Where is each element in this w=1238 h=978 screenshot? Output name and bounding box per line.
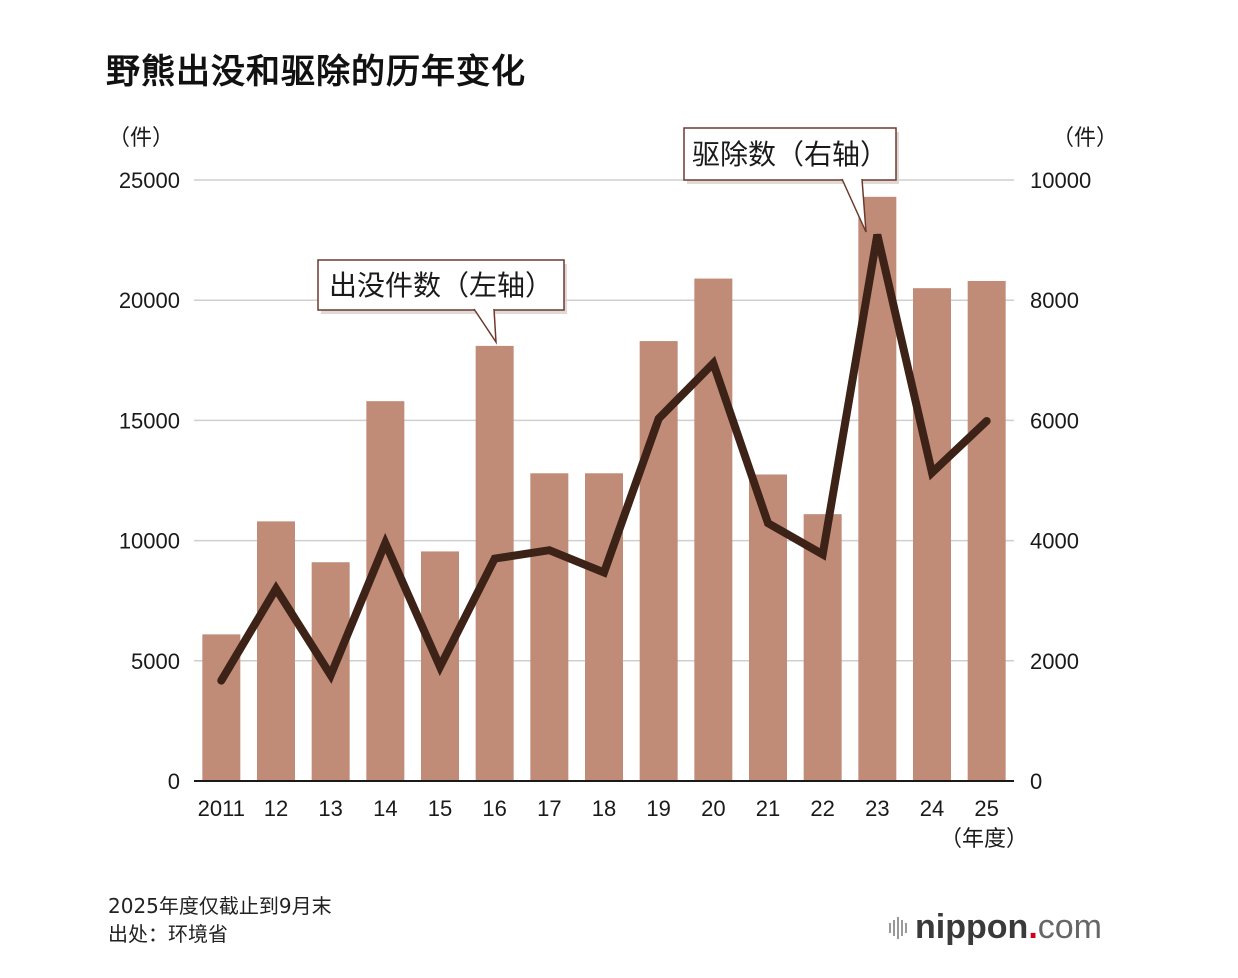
callout-label: 出没件数（左轴） bbox=[329, 270, 553, 301]
line-point bbox=[767, 522, 769, 525]
line-point bbox=[275, 587, 277, 590]
left-tick-label: 15000 bbox=[119, 408, 180, 433]
bar bbox=[530, 473, 569, 781]
x-tick-label: 16 bbox=[482, 796, 506, 821]
x-tick-label: 17 bbox=[537, 796, 561, 821]
x-tick-label: 2011 bbox=[198, 796, 245, 821]
x-tick-label: 13 bbox=[318, 796, 342, 821]
axes: 0 5000 10000 15000 20000 25000 0 2000 4000 6000 80… bbox=[108, 125, 1118, 851]
brand-logo: nippon. com bbox=[889, 908, 1102, 947]
x-tick-label: 21 bbox=[756, 796, 780, 821]
x-tick-label: 24 bbox=[920, 796, 944, 821]
callout-pointer bbox=[841, 178, 867, 233]
x-tick-label: 12 bbox=[264, 796, 288, 821]
brand-dot: . bbox=[1028, 908, 1038, 946]
x-tick-label: 22 bbox=[810, 796, 834, 821]
bar bbox=[366, 401, 405, 781]
line-point bbox=[548, 549, 551, 552]
footnote-source: 出处：环境省 bbox=[108, 922, 228, 946]
bar bbox=[694, 278, 733, 781]
x-axis-unit: （年度） bbox=[940, 826, 1028, 851]
right-tick-label: 6000 bbox=[1030, 408, 1079, 433]
line-point bbox=[493, 557, 496, 560]
x-tick-label: 19 bbox=[646, 796, 670, 821]
bar bbox=[913, 288, 951, 781]
line-point bbox=[985, 420, 988, 423]
line-point bbox=[329, 674, 332, 677]
left-tick-label: 20000 bbox=[119, 288, 180, 313]
x-tick-label: 25 bbox=[974, 796, 998, 821]
brand-suffix: com bbox=[1037, 908, 1102, 946]
chart-title: 野熊出没和驱除的历年变化 bbox=[106, 52, 526, 92]
left-tick-label: 5000 bbox=[131, 649, 180, 674]
line-point bbox=[657, 417, 660, 420]
right-tick-label: 0 bbox=[1030, 769, 1042, 794]
bar bbox=[257, 521, 295, 781]
line-point bbox=[876, 233, 879, 236]
callouts: 出没件数（左轴） 驱除数（右轴） bbox=[317, 127, 899, 345]
line-series bbox=[217, 233, 991, 685]
callout-label: 驱除数（右轴） bbox=[692, 139, 888, 170]
right-tick-label: 4000 bbox=[1030, 529, 1079, 554]
left-tick-label: 25000 bbox=[119, 168, 180, 193]
left-tick-label: 10000 bbox=[119, 529, 180, 554]
line-point bbox=[603, 571, 605, 574]
right-tick-label: 8000 bbox=[1030, 288, 1079, 313]
line-point bbox=[931, 471, 933, 474]
right-tick-label: 2000 bbox=[1030, 649, 1079, 674]
callout-culls: 驱除数（右轴） bbox=[683, 127, 899, 233]
line-point bbox=[712, 362, 715, 365]
x-tick-label: 15 bbox=[428, 796, 452, 821]
footnote-period: 2025年度仅截止到9月末 bbox=[108, 894, 332, 918]
callout-sightings: 出没件数（左轴） bbox=[317, 259, 567, 345]
line-point bbox=[821, 553, 824, 556]
right-axis-unit: （件） bbox=[1052, 125, 1118, 150]
callout-box bbox=[683, 127, 897, 181]
x-tick-label: 23 bbox=[865, 796, 889, 821]
x-tick-label: 18 bbox=[592, 796, 616, 821]
bar bbox=[585, 473, 623, 781]
x-tick-label: 14 bbox=[373, 796, 397, 821]
bar bbox=[967, 280, 1006, 781]
brand-name: nippon bbox=[915, 908, 1029, 946]
line-point bbox=[384, 542, 387, 545]
brand-bars-icon bbox=[889, 916, 908, 939]
line-point bbox=[220, 679, 223, 682]
x-tick-label: 20 bbox=[701, 796, 725, 821]
callout-pointer bbox=[473, 308, 497, 345]
callout-box bbox=[317, 259, 565, 311]
left-tick-label: 0 bbox=[168, 769, 180, 794]
left-axis-unit: （件） bbox=[108, 125, 174, 150]
right-tick-label: 10000 bbox=[1030, 168, 1091, 193]
line-point bbox=[439, 665, 441, 668]
